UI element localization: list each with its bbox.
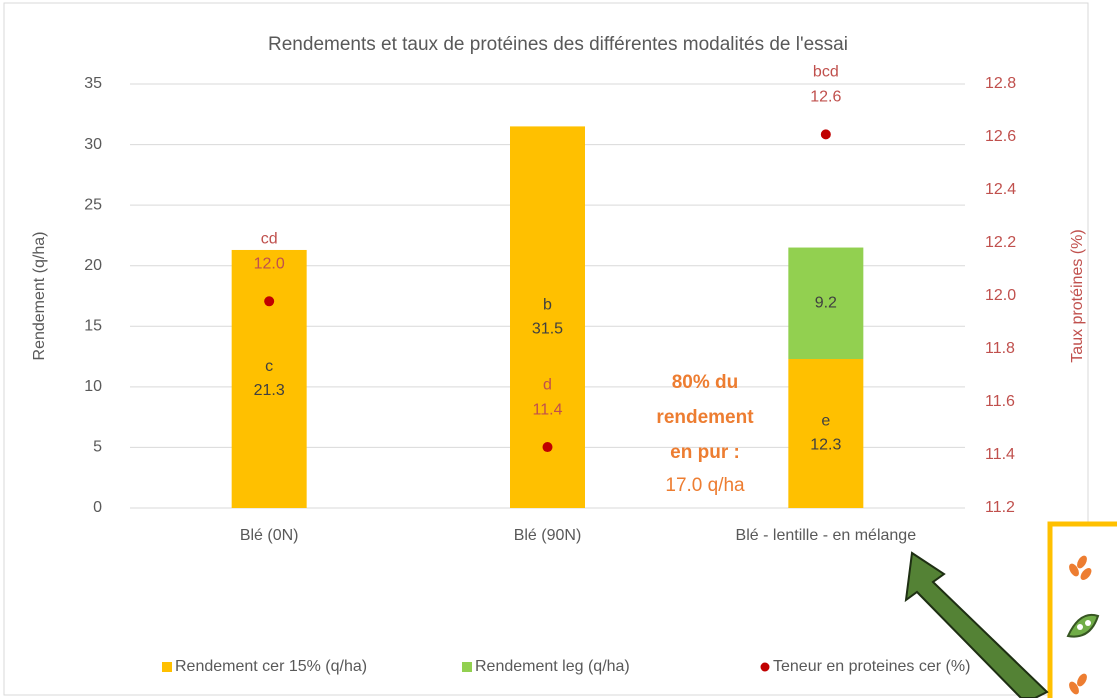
side-box bbox=[1047, 521, 1117, 698]
y-tick-label: 0 bbox=[93, 499, 102, 516]
point bbox=[264, 296, 275, 307]
x-tick-label: Blé (0N) bbox=[240, 527, 299, 544]
y2-tick-label: 12.0 bbox=[985, 287, 1016, 304]
x-tick-label: Blé (90N) bbox=[514, 527, 582, 544]
legend-marker bbox=[162, 662, 172, 672]
x-tick-label: Blé - lentille - en mélange bbox=[736, 527, 917, 544]
bar-letter: b bbox=[543, 296, 552, 313]
y2-tick-label: 12.2 bbox=[985, 234, 1016, 251]
y-tick-label: 15 bbox=[84, 318, 102, 335]
point-value-label: 11.4 bbox=[533, 401, 563, 418]
y-tick-label: 10 bbox=[84, 378, 102, 395]
annotation-line: rendement bbox=[656, 407, 754, 428]
y-axis-label: Rendement (q/ha) bbox=[31, 232, 48, 361]
bar bbox=[788, 358, 864, 508]
bar bbox=[231, 249, 307, 509]
legend-label: Teneur en proteines cer (%) bbox=[773, 658, 970, 675]
y2-tick-label: 12.4 bbox=[985, 181, 1016, 198]
y-tick-label: 25 bbox=[84, 196, 102, 213]
y2-tick-label: 11.6 bbox=[985, 393, 1015, 410]
bar-value-label: 9.2 bbox=[815, 294, 837, 311]
bar-value-label: 21.3 bbox=[254, 382, 285, 399]
bar-value-label: 31.5 bbox=[532, 320, 563, 337]
point-letter: d bbox=[543, 376, 552, 393]
y-tick-label: 20 bbox=[84, 257, 102, 274]
bar bbox=[788, 247, 864, 359]
legend-label: Rendement cer 15% (q/ha) bbox=[175, 658, 367, 675]
point-letter: cd bbox=[261, 231, 278, 248]
arrow bbox=[904, 551, 1049, 698]
legend-marker bbox=[462, 662, 472, 672]
y2-tick-label: 12.6 bbox=[985, 128, 1016, 145]
y2-axis-label: Taux protéines (%) bbox=[1069, 229, 1086, 362]
legend-marker bbox=[760, 662, 770, 672]
annotation-line: en pur : bbox=[670, 442, 740, 463]
legend-label: Rendement leg (q/ha) bbox=[475, 658, 630, 675]
chart-title: Rendements et taux de protéines des diff… bbox=[268, 34, 848, 55]
bar-letter: c bbox=[265, 358, 273, 375]
point bbox=[542, 442, 553, 453]
y-tick-label: 30 bbox=[84, 136, 102, 153]
annotation-line: 80% du bbox=[672, 372, 739, 393]
bar-value-label: 12.3 bbox=[810, 437, 841, 454]
y2-tick-label: 11.4 bbox=[985, 446, 1015, 463]
point-value-label: 12.0 bbox=[254, 256, 285, 273]
y2-tick-label: 12.8 bbox=[985, 75, 1016, 92]
y-tick-label: 35 bbox=[84, 75, 102, 92]
y-tick-label: 5 bbox=[93, 439, 102, 456]
y2-tick-label: 11.8 bbox=[985, 340, 1015, 357]
point-value-label: 12.6 bbox=[810, 89, 841, 106]
annotation-text: 17.0 q/ha bbox=[665, 475, 745, 496]
point-letter: bcd bbox=[813, 64, 839, 81]
point bbox=[820, 129, 831, 140]
bar-letter: e bbox=[821, 413, 830, 430]
annotation: 80% du rendement en pur : 17.0 q/ha bbox=[656, 372, 754, 496]
y2-tick-label: 11.2 bbox=[985, 499, 1015, 516]
